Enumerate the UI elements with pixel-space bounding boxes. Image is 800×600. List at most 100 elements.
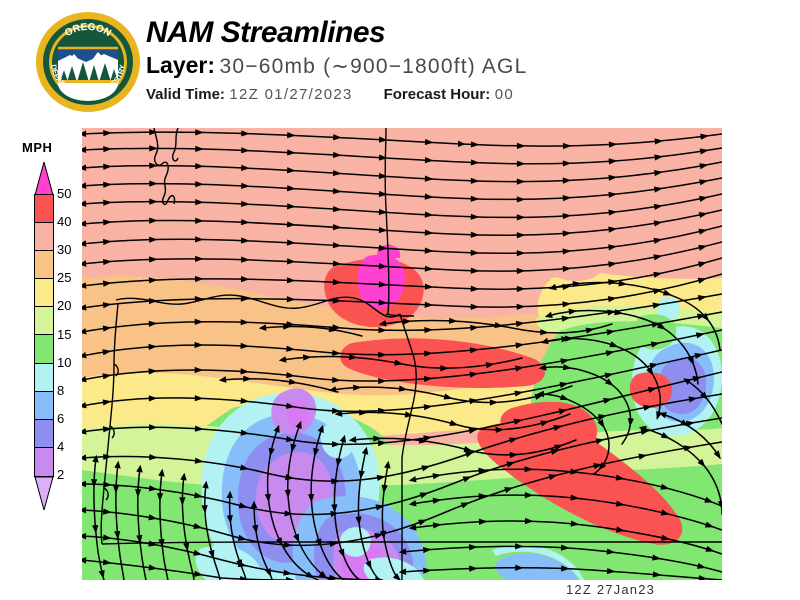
streamline-arrowhead [540,329,549,336]
streamline-arrowhead [660,432,670,439]
streamline-arrowhead [283,569,293,576]
colorbar-bottom-arrow [34,476,54,510]
streamline-arrowhead [332,205,342,213]
streamline-arrowhead [570,468,580,475]
streamline-arrowhead [470,231,480,238]
streamline-arrowhead [570,494,580,501]
streamline-arrowhead [562,265,572,273]
streamline-arrowhead [470,177,480,184]
streamline-arrowhead [195,236,204,243]
streamline-arrowhead [308,493,315,503]
streamline-arrowhead [646,366,654,376]
streamline-arrowhead [149,454,158,461]
streamline-arrowhead [559,381,569,389]
streamline-arrowhead [605,350,615,357]
streamline-arrowhead [449,419,459,426]
colorbar-segment [35,223,53,252]
streamline-arrowhead [687,356,694,366]
streamline-arrowhead [90,479,98,488]
streamline-arrowhead [688,396,698,403]
streamline-arrowhead [373,435,382,442]
streamline-arrowhead [654,138,664,145]
streamline-arrowhead [469,565,478,572]
streamline-arrowhead [515,320,525,327]
streamline-arrowhead [700,391,708,401]
streamline-arrowhead [424,265,434,272]
streamline-arrowhead [697,277,707,284]
streamline-arrowhead [562,364,572,371]
streamline-arrowhead [194,457,204,464]
streamline-arrowhead [424,350,433,357]
streamline-arrowhead [421,465,431,472]
streamline-arrowhead [647,386,657,393]
streamline-arrowhead [103,199,112,206]
streamline-arrowhead [378,281,388,288]
streamline-arrowhead [570,520,580,527]
streamline-arrowhead [102,508,112,515]
streamline-arrowhead [653,220,663,227]
streamline-arrowhead [378,351,387,358]
streamline-arrowhead [285,435,295,443]
streamline-arrowhead [149,256,158,263]
streamline-arrowhead [443,393,453,400]
time-line: Valid Time: 12Z 01/27/2023 Forecast Hour… [146,85,527,105]
streamline-arrowhead [470,324,479,331]
streamline-arrowhead [558,408,568,415]
streamline-arrowhead [378,244,388,252]
streamline-arrowhead [564,335,574,342]
streamline-arrowhead [195,181,204,188]
streamline-arrowhead [585,327,595,334]
streamline-arrowhead [330,510,340,517]
map-canvas [82,128,722,580]
streamline-arrowhead [378,377,387,385]
streamline-arrowhead [148,395,158,402]
streamline-arrowhead [195,199,204,206]
streamline-arrowhead [516,160,526,167]
streamline-arrowhead [698,228,708,235]
streamline-arrowhead [195,129,204,136]
streamline-arrowhead [462,476,472,483]
colorbar-tick-label: 40 [57,214,72,230]
streamline-arrowhead [494,321,504,329]
streamline-arrowhead [243,375,252,382]
streamline-arrowhead [240,342,250,349]
streamline-arrowhead [572,280,582,288]
streamline-arrowhead [560,544,570,551]
streamline-arrowhead [238,502,248,509]
streamline-arrowhead [286,185,296,192]
streamline-arrowhead [695,332,705,339]
streamline-arrowhead [704,496,714,503]
streamline-arrowhead [424,247,434,254]
streamline-arrowhead [286,371,296,379]
streamline-arrowhead [562,230,572,237]
streamline-arrowhead [240,429,250,436]
streamline-arrowhead [653,203,663,210]
streamline-arrowhead [423,404,433,411]
streamline-arrowhead [241,237,250,244]
streamline-arrowhead [290,443,297,453]
streamline-arrowhead [375,576,384,580]
streamline-arrowhead [424,301,434,308]
streamline-arrowhead [302,354,312,361]
forecast-hour-label: Forecast Hour: [383,86,491,103]
streamline-arrowhead [515,365,525,372]
streamline-arrowhead [485,362,495,369]
streamline-arrowhead [607,309,617,316]
streamline-arrowhead [608,174,618,181]
colorbar: 50 40 30 25 20 15 10 8 6 4 2 [34,162,80,510]
colorbar-tick-label: 15 [57,326,72,342]
streamline-arrowhead [683,445,693,452]
streamline-arrowhead [194,425,204,432]
streamline-arrowhead [422,546,432,554]
wind-speed-map[interactable] [82,128,722,580]
streamline-arrowhead [328,325,338,333]
streamline-arrowhead [359,409,368,416]
streamline-arrowhead [424,157,434,164]
streamline-arrowhead [103,163,112,170]
colorbar-segment [35,307,53,336]
streamline-arrowhead [102,238,112,246]
streamline-arrowhead [562,301,572,308]
streamline-arrowhead [102,559,112,566]
streamline-arrowhead [103,129,112,137]
streamline-arrowhead [98,569,105,580]
